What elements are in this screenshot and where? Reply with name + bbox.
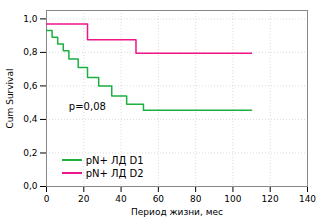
svg-text:120: 120 (262, 194, 279, 204)
svg-text:1,0: 1,0 (23, 14, 38, 24)
svg-text:Период жизни, мес: Период жизни, мес (131, 207, 223, 217)
svg-text:0,8: 0,8 (23, 47, 38, 57)
svg-text:80: 80 (190, 194, 202, 204)
svg-text:0,6: 0,6 (23, 81, 38, 91)
svg-text:40: 40 (115, 194, 127, 204)
svg-text:100: 100 (224, 194, 241, 204)
svg-text:0,2: 0,2 (23, 148, 37, 158)
svg-text:0: 0 (44, 194, 50, 204)
svg-text:0,4: 0,4 (23, 114, 38, 124)
svg-text:Cum Survival: Cum Survival (5, 69, 15, 129)
html-text:pN+ ЛД D1: pN+ ЛД D1 (85, 154, 144, 166)
svg-text:p=0,08: p=0,08 (69, 101, 106, 112)
svg-text:0,0: 0,0 (23, 181, 38, 191)
svg-text:60: 60 (153, 194, 165, 204)
svg-text:140: 140 (299, 194, 316, 204)
svg-text:20: 20 (78, 194, 90, 204)
html-text:pN+ ЛД D2: pN+ ЛД D2 (85, 167, 144, 179)
